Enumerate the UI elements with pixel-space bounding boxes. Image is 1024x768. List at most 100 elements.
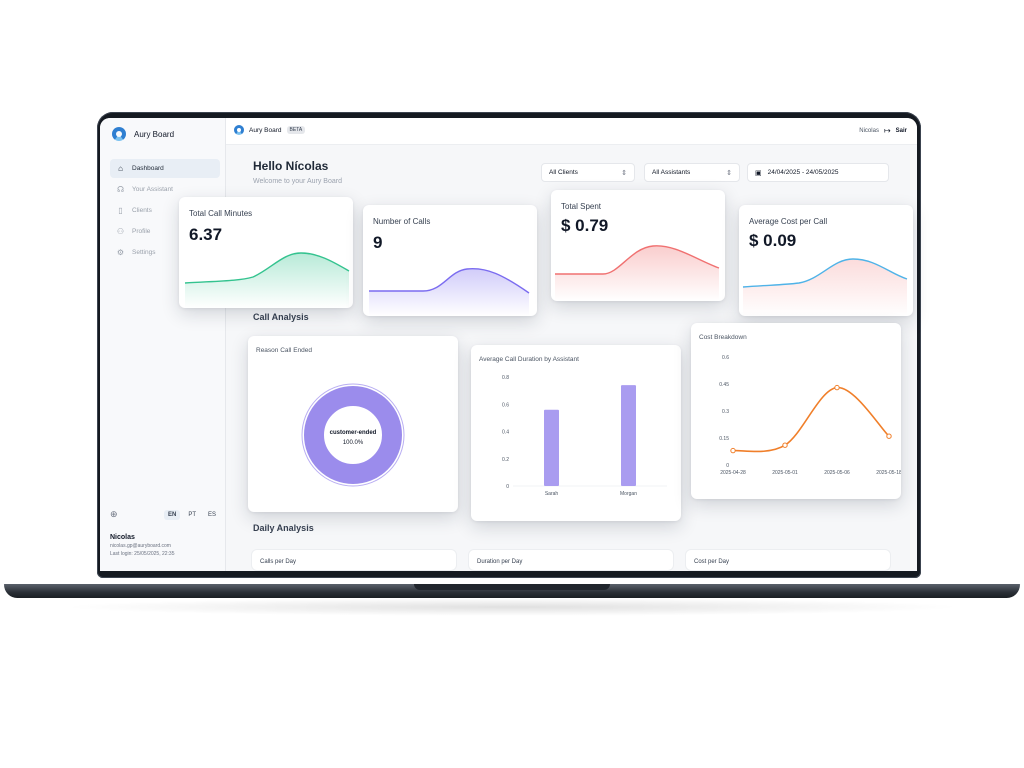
kpi-sparkline <box>742 258 908 316</box>
bar-morgan[interactable] <box>621 385 636 486</box>
headset-icon: ☊ <box>116 184 125 194</box>
building-icon: ▯ <box>118 205 123 215</box>
chevron-updown-icon: ⇕ <box>621 169 627 177</box>
series-line-cost <box>732 386 890 453</box>
laptop-base <box>4 584 1020 598</box>
chart-title: Reason Call Ended <box>256 347 313 354</box>
sidebar-item-profile[interactable]: ⚇ Profile <box>110 222 220 241</box>
lang-es-button[interactable]: ES <box>207 511 216 518</box>
cost-breakdown-card: Cost Breakdown 0 0.15 0.3 0.45 0.6 2025-04-28… <box>691 323 901 499</box>
page-subtitle: Welcome to your Aury Board <box>253 178 342 185</box>
greeting-block: Hello Nícolas Welcome to your Aury Board <box>253 159 342 185</box>
x-tick-label: Sarah <box>545 491 559 497</box>
y-tick-label: 0.2 <box>502 457 509 463</box>
kpi-sparkline <box>369 268 530 316</box>
duration-per-day-card: Duration per Day <box>468 549 674 571</box>
kpi-value: $ 0.09 <box>749 231 797 250</box>
date-range-picker[interactable]: ▣ 24/04/2025 - 24/05/2025 <box>747 163 889 182</box>
card-title: Cost per Day <box>694 559 730 565</box>
logout-button[interactable]: Sair <box>895 127 907 134</box>
bar-sarah[interactable] <box>544 409 559 486</box>
user-name: Nicolas <box>110 534 135 541</box>
card-title: Calls per Day <box>260 559 297 565</box>
assistants-select[interactable]: All Assistants ⇕ <box>644 163 740 182</box>
y-tick-label: 0.15 <box>719 436 729 442</box>
sidebar-brand[interactable]: Aury Board <box>112 127 174 141</box>
assistants-select-value: All Assistants <box>652 169 691 176</box>
laptop-base-notch <box>414 584 610 590</box>
card-title: Duration per Day <box>477 559 523 565</box>
topbar-user: Nicolas ↦ Sair <box>859 126 907 135</box>
kpi-sparkline <box>184 252 350 308</box>
y-tick-label: 0.8 <box>502 375 509 381</box>
data-point[interactable] <box>834 384 840 391</box>
daily-analysis-title: Daily Analysis <box>253 523 314 533</box>
donut-slice-customer-ended[interactable] <box>304 386 402 484</box>
sidebar-item-label: Clients <box>132 207 152 214</box>
kpi-card-average-cost-per-call[interactable]: Average Cost per Call $ 0.09 <box>739 205 913 316</box>
gear-icon: ⚙ <box>116 247 125 257</box>
y-tick-label: 0 <box>726 463 729 469</box>
x-tick-label: Morgan <box>620 491 637 497</box>
donut-label: customer-ended <box>330 430 377 436</box>
kpi-card-total-call-minutes[interactable]: Total Call Minutes 6.37 <box>179 197 353 308</box>
sidebar-item-clients[interactable]: ▯ Clients <box>110 201 220 220</box>
clients-select-value: All Clients <box>549 169 578 176</box>
y-tick-label: 0.6 <box>502 402 509 408</box>
topbar-username: Nicolas <box>859 127 879 134</box>
sidebar-nav: ⌂ Dashboard ☊ Your Assistant ▯ Clients ⚇… <box>110 159 220 264</box>
call-analysis-title: Call Analysis <box>253 312 309 322</box>
x-tick-label: 2025-05-18 <box>876 470 901 476</box>
kpi-title: Total Spent <box>561 202 602 211</box>
data-point[interactable] <box>782 442 788 448</box>
avg-duration-card: Average Call Duration by Assistant 0 0.2 0… <box>471 345 681 521</box>
logo-icon <box>234 125 244 135</box>
kpi-title: Total Call Minutes <box>189 209 253 218</box>
clients-select[interactable]: All Clients ⇕ <box>541 163 635 182</box>
language-switcher: ⊕ EN PT ES <box>110 509 220 520</box>
lang-pt-button[interactable]: PT <box>188 511 196 518</box>
bar-chart: 0 0.2 0.4 0.6 0.8 Sarah Morgan <box>502 375 667 497</box>
laptop-shadow <box>60 598 964 616</box>
users-icon: ⚇ <box>116 226 125 236</box>
user-email: nicolas.gp@auryboard.com <box>110 543 171 549</box>
logout-icon[interactable]: ↦ <box>883 126 891 135</box>
x-tick-label: 2025-05-01 <box>772 470 798 476</box>
data-point[interactable] <box>730 447 736 454</box>
kpi-title: Average Cost per Call <box>749 217 828 226</box>
x-tick-label: 2025-05-06 <box>824 470 850 476</box>
kpi-card-number-of-calls[interactable]: Number of Calls 9 <box>363 205 537 316</box>
user-info: Nicolas nicolas.gp@auryboard.com Last lo… <box>110 534 175 557</box>
sidebar-item-label: Dashboard <box>132 165 164 172</box>
chevron-updown-icon: ⇕ <box>726 169 732 177</box>
kpi-value: 9 <box>373 233 383 252</box>
calendar-icon: ▣ <box>755 169 762 177</box>
sidebar-item-settings[interactable]: ⚙ Settings <box>110 243 220 262</box>
kpi-card-total-spent[interactable]: Total Spent $ 0.79 <box>551 190 725 301</box>
sidebar: Aury Board ⌂ Dashboard ☊ Your Assistant … <box>100 118 226 571</box>
line-chart: 0 0.15 0.3 0.45 0.6 2025-04-28 2025-05-01 2025-… <box>719 355 901 476</box>
last-login: Last login: 25/05/2025, 22:35 <box>110 551 175 557</box>
y-tick-label: 0.45 <box>719 382 729 388</box>
donut-chart: customer-ended 100.0% <box>301 383 405 487</box>
data-point[interactable] <box>886 433 892 439</box>
topbar: Aury Board BETA Nicolas ↦ Sair <box>226 118 917 145</box>
y-tick-label: 0 <box>506 484 509 490</box>
y-tick-label: 0.3 <box>722 409 729 415</box>
lang-en-button[interactable]: EN <box>163 509 181 520</box>
x-tick-label: 2025-04-28 <box>720 470 746 476</box>
reason-call-ended-card: Reason Call Ended customer-ended 100.0% <box>248 336 458 512</box>
kpi-value: $ 0.79 <box>561 216 609 235</box>
chart-title: Cost Breakdown <box>699 334 747 341</box>
chart-title: Average Call Duration by Assistant <box>479 356 579 363</box>
donut-outline <box>301 383 405 487</box>
date-range-value: 24/04/2025 - 24/05/2025 <box>767 169 839 176</box>
topbar-brand-name: Aury Board <box>249 126 282 134</box>
y-tick-label: 0.6 <box>722 355 729 361</box>
sidebar-item-dashboard[interactable]: ⌂ Dashboard <box>110 159 220 178</box>
topbar-brand[interactable]: Aury Board BETA <box>234 125 306 135</box>
sidebar-item-label: Profile <box>132 228 151 235</box>
sidebar-item-your-assistant[interactable]: ☊ Your Assistant <box>110 180 220 199</box>
y-tick-label: 0.4 <box>502 430 509 436</box>
logo-icon <box>112 127 126 141</box>
